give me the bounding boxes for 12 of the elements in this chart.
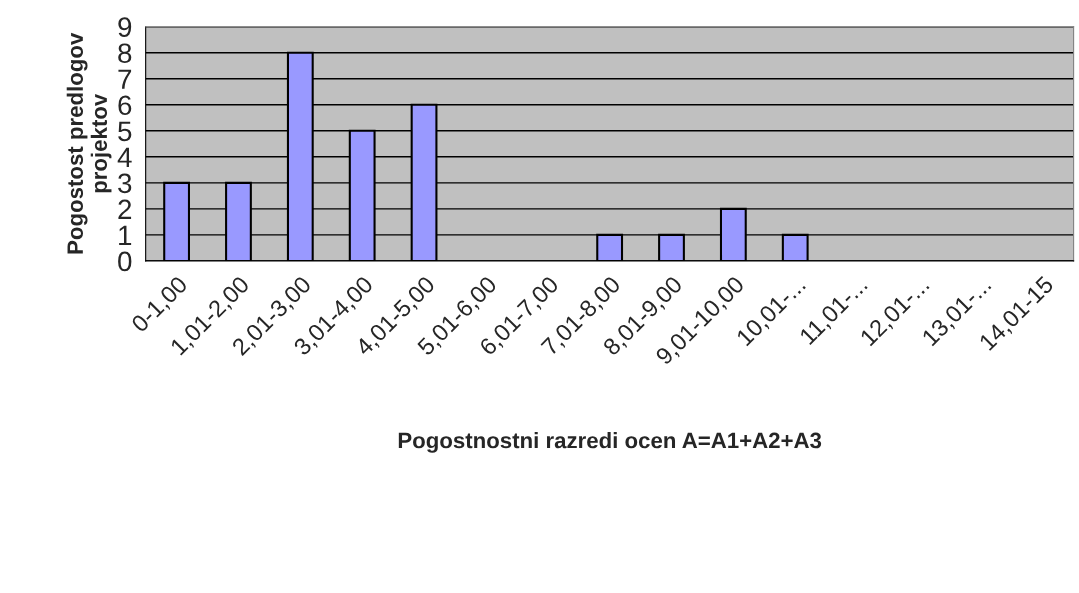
y-tick-label: 6 <box>118 95 132 116</box>
y-tick-label: 4 <box>117 147 132 167</box>
y-tick-label: 9 <box>118 17 132 38</box>
y-axis-title: Pogostost predlogov projektov <box>66 32 112 254</box>
y-tick-label: 2 <box>118 199 132 219</box>
y-tick-label: 0 <box>118 251 132 272</box>
y-tick-label: 3 <box>118 173 132 194</box>
y-tick-label: 5 <box>118 121 132 142</box>
y-tick-label: 8 <box>118 43 132 64</box>
x-axis-title: Pogostnostni razredi ocen A=A1+A2+A3 <box>398 432 822 453</box>
y-tick-label: 7 <box>118 69 132 89</box>
y-tick-label: 1 <box>119 225 132 245</box>
